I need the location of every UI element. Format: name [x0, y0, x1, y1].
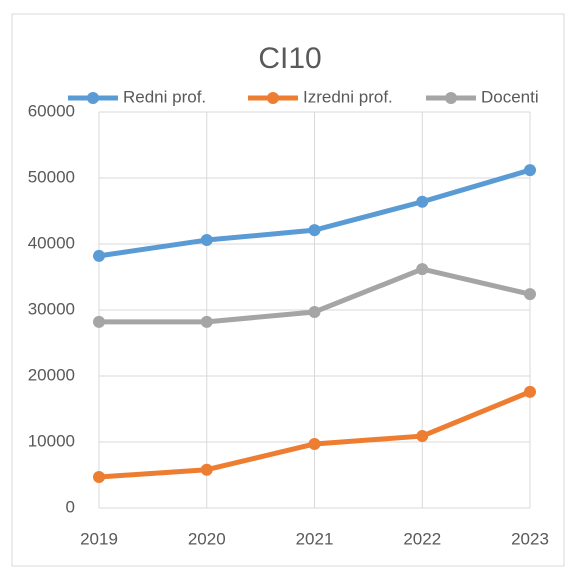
point-marker [524, 385, 536, 398]
x-tick-label: 2023 [511, 529, 549, 548]
point-marker [200, 234, 213, 247]
legend-label: Izredni prof. [303, 87, 393, 106]
legend-label: Redni prof. [123, 87, 206, 106]
point-marker [93, 315, 105, 328]
y-tick-label: 50000 [28, 167, 75, 186]
point-marker [416, 195, 429, 208]
point-marker [308, 305, 321, 318]
point-marker [416, 430, 429, 443]
point-marker [416, 263, 429, 276]
legend-marker [87, 92, 99, 104]
y-tick-label: 40000 [28, 233, 75, 252]
x-tick-label: 2021 [296, 529, 334, 548]
legend-label: Docenti [481, 87, 539, 106]
point-marker [308, 437, 321, 450]
point-marker [200, 315, 213, 328]
y-tick-label: 20000 [28, 365, 75, 384]
point-marker [93, 249, 105, 262]
y-tick-label: 10000 [28, 431, 75, 450]
y-tick-label: 0 [66, 497, 75, 516]
y-tick-label: 30000 [28, 299, 75, 318]
y-tick-label: 60000 [28, 101, 75, 120]
x-tick-label: 2020 [188, 529, 226, 548]
legend-marker [445, 92, 457, 104]
x-tick-label: 2022 [403, 529, 441, 548]
x-tick-label: 2019 [80, 529, 118, 548]
point-marker [524, 288, 536, 301]
point-marker [93, 470, 105, 483]
point-marker [308, 224, 321, 237]
legend-marker [267, 92, 279, 104]
chart-title: CI10 [258, 42, 321, 75]
point-marker [200, 463, 213, 476]
point-marker [524, 164, 536, 177]
